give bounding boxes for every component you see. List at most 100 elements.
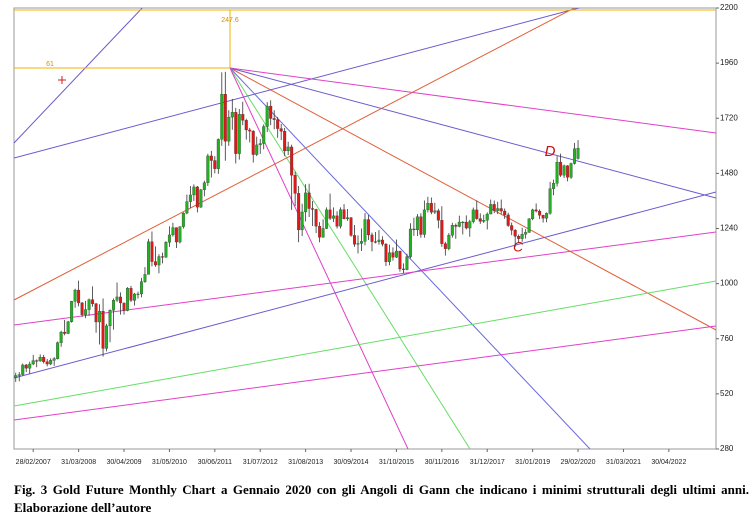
candle-body	[506, 214, 510, 226]
candle-body	[384, 243, 388, 262]
candle-body	[360, 241, 363, 244]
candle-body	[185, 201, 189, 214]
candle-body	[482, 220, 486, 222]
candle-body	[394, 250, 398, 258]
candle-body	[195, 186, 199, 208]
candle-body	[105, 325, 109, 349]
candle-body	[503, 210, 507, 216]
y-tick-label: 1960	[720, 58, 738, 67]
candle-body	[325, 209, 329, 229]
gann-line	[14, 8, 576, 301]
candle-body	[353, 235, 356, 245]
candle-body	[374, 241, 377, 243]
caption: Fig. 3 Gold Future Monthly Chart a Genna…	[14, 482, 749, 515]
candle-body	[28, 363, 32, 369]
candle-body	[181, 212, 185, 227]
candle-body	[412, 228, 416, 231]
x-tick-label: 30/11/2016	[425, 459, 460, 466]
candle-body	[188, 194, 192, 202]
candle-body	[279, 128, 283, 132]
candle-body	[167, 234, 171, 243]
candle-body	[178, 226, 182, 243]
candle-body	[129, 288, 133, 301]
candle-body	[524, 232, 528, 235]
candle-body	[510, 225, 514, 231]
candle-body	[311, 208, 315, 210]
candle-body	[59, 331, 63, 343]
x-tick-label: 31/10/2015	[379, 459, 414, 466]
candle-body	[174, 227, 178, 243]
candle-body	[234, 112, 238, 154]
candle-body	[485, 213, 489, 221]
gann-angles	[14, 8, 716, 449]
candle-body	[415, 216, 419, 231]
candle-body	[475, 209, 479, 219]
candle-body	[380, 239, 384, 245]
candle-body	[387, 252, 391, 262]
candle-body	[468, 221, 472, 229]
candle-body	[562, 165, 566, 176]
candle-body	[24, 364, 28, 369]
y-tick-label: 1240	[720, 224, 738, 233]
candle-body	[119, 296, 122, 304]
candle-body	[321, 228, 325, 238]
candle-body	[248, 129, 252, 132]
x-tick-label: 31/03/2021	[606, 459, 641, 466]
candle-body	[548, 188, 552, 214]
candle-body	[283, 131, 287, 152]
candle-body	[241, 114, 245, 121]
candle-body	[164, 242, 168, 258]
candle-body	[269, 105, 273, 119]
candle-body	[126, 288, 129, 311]
candle-body	[171, 227, 175, 236]
candle-body	[70, 301, 74, 322]
candle-body	[576, 147, 580, 159]
candle-body	[429, 203, 433, 213]
candle-body	[45, 361, 49, 365]
annotation: D	[545, 143, 556, 160]
candle-body	[419, 216, 423, 235]
candle-body	[87, 299, 91, 310]
candle-body	[136, 293, 140, 295]
candle-body	[251, 130, 255, 155]
candle-body	[230, 112, 234, 118]
candle-body	[517, 236, 521, 239]
candle-body	[492, 204, 496, 211]
gann-line	[229, 67, 471, 449]
gann-line	[229, 67, 409, 449]
candle-body	[202, 182, 206, 190]
candle-body	[108, 310, 112, 327]
candle-body	[42, 356, 46, 362]
candle-body	[146, 241, 150, 275]
candle-body	[56, 342, 60, 359]
candle-body	[31, 360, 35, 365]
candle-body	[339, 209, 343, 227]
candle-body	[160, 256, 164, 258]
candle-body	[457, 221, 461, 227]
annotation: 247.6	[221, 17, 239, 24]
candle-body	[304, 192, 308, 213]
gann-line	[229, 67, 716, 199]
candle-body	[436, 210, 440, 221]
candle-body	[220, 93, 224, 140]
candle-body	[101, 311, 105, 349]
candle-body	[286, 146, 290, 152]
x-tick-label: 29/02/2020	[561, 459, 596, 466]
candle-body	[464, 221, 468, 229]
candle-body	[405, 256, 409, 270]
candle-body	[84, 309, 88, 315]
candle-body	[276, 119, 280, 129]
candle-body	[73, 289, 77, 302]
candle-body	[566, 165, 570, 178]
candle-body	[573, 148, 577, 164]
candle-body	[258, 143, 262, 146]
candle-body	[314, 209, 318, 227]
candle-body	[335, 215, 339, 227]
candle-body	[363, 219, 367, 242]
candle-body	[216, 139, 220, 169]
candle-body	[534, 209, 538, 212]
candle-body	[262, 126, 266, 144]
candle-body	[115, 296, 119, 301]
candle-body	[377, 239, 381, 242]
